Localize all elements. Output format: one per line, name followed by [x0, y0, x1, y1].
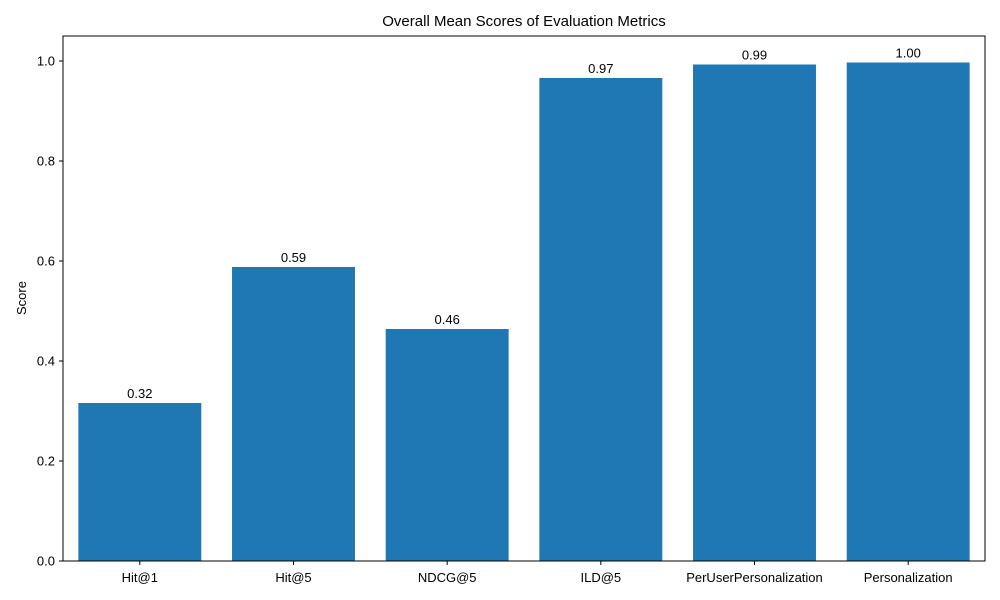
plot-frame	[62, 35, 986, 562]
y-tick-label: 0.0	[37, 554, 55, 569]
y-tick-label: 1.0	[37, 54, 55, 69]
x-tick-label: Hit@1	[122, 570, 158, 585]
x-tick-label: Personalization	[864, 570, 953, 585]
data-label: 0.97	[588, 61, 613, 76]
data-label: 1.00	[896, 46, 921, 61]
bar-hit-1	[78, 403, 202, 561]
bar-peruserpersonalization	[693, 64, 816, 561]
data-label: 0.59	[281, 250, 306, 265]
data-label: 0.32	[127, 386, 152, 401]
data-label: 0.99	[742, 48, 767, 63]
chart-title: Overall Mean Scores of Evaluation Metric…	[382, 13, 665, 30]
x-tick-label: ILD@5	[580, 570, 621, 585]
data-label: 0.46	[435, 312, 460, 327]
bars-group	[78, 62, 970, 561]
y-tick-label: 0.8	[37, 154, 55, 169]
bar-ild-5	[539, 78, 663, 561]
y-tick-label: 0.4	[37, 354, 55, 369]
y-axis-ticks: 0.0 0.2 0.4 0.6 0.8 1.0	[37, 54, 63, 569]
x-tick-label: PerUserPersonalization	[686, 570, 823, 585]
bar-hit-5	[232, 267, 355, 561]
bar-ndcg-5	[385, 329, 509, 561]
data-labels-group: 0.32 0.59 0.46 0.97 0.99 1.00	[127, 46, 921, 402]
y-tick-label: 0.6	[37, 254, 55, 269]
x-tick-label: NDCG@5	[418, 570, 477, 585]
y-tick-label: 0.2	[37, 454, 55, 469]
x-tick-label: Hit@5	[275, 570, 311, 585]
x-axis-ticks: Hit@1 Hit@5 NDCG@5 ILD@5 PerUserPersonalizat…	[122, 561, 953, 585]
bar-personalization	[846, 62, 970, 561]
y-axis-label: Score	[14, 281, 29, 315]
